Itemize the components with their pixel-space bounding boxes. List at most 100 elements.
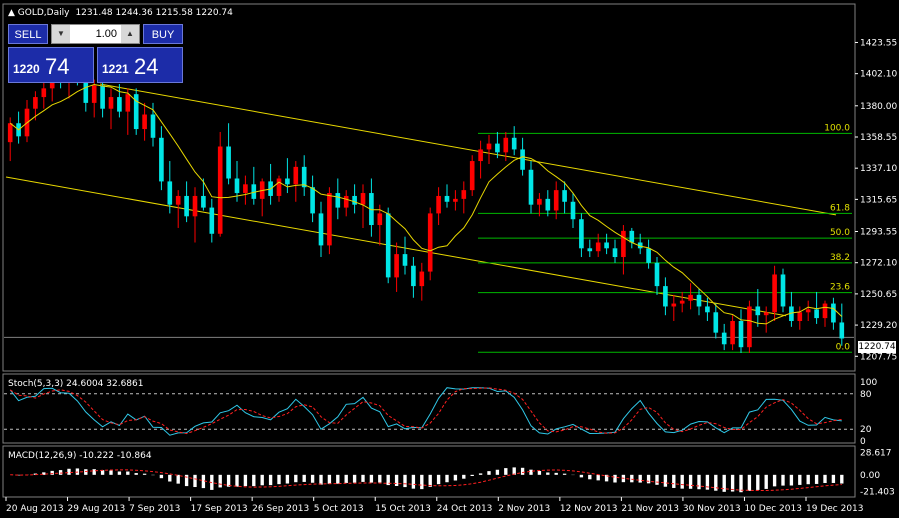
date-tick-label: 10 Dec 2013 xyxy=(744,504,802,514)
candle-body xyxy=(293,166,299,185)
candle-body xyxy=(495,143,500,153)
candle-body xyxy=(831,303,836,323)
candle-body xyxy=(486,143,492,150)
candle-body xyxy=(797,312,803,322)
price-tick-label: 1402.10 xyxy=(860,70,897,80)
macd-axis-label: 28.617 xyxy=(860,449,892,459)
buy-button[interactable]: BUY xyxy=(143,24,183,44)
candle-body xyxy=(595,242,601,252)
lot-size-input[interactable]: 1.00 xyxy=(95,28,117,40)
stoch-axis-label: 0 xyxy=(860,437,866,447)
price-tick-label: 1358.55 xyxy=(860,133,897,143)
candle-body xyxy=(444,195,450,202)
candle-body xyxy=(91,85,97,103)
date-tick-label: 26 Sep 2013 xyxy=(252,504,309,514)
candle-body xyxy=(839,322,845,339)
price-tick-label: 1423.55 xyxy=(860,38,897,48)
moving-average xyxy=(9,83,843,325)
fib-level-label: 100.0 xyxy=(824,123,850,133)
candle-body xyxy=(738,321,744,348)
candle-body xyxy=(604,242,609,249)
stoch-axis-label: 100 xyxy=(860,378,877,388)
ohlc-label: 1231.48 1244.36 1215.58 1220.74 xyxy=(75,8,233,18)
candle-body xyxy=(184,195,189,217)
date-tick-label: 2 Nov 2013 xyxy=(498,504,550,514)
candlestick-series xyxy=(7,47,845,354)
one-click-trading-panel: SELL ▼ 1.00 ▲ BUY 1220 74 1221 24 xyxy=(7,22,185,84)
candle-body xyxy=(562,190,567,202)
stoch-signal-line xyxy=(9,387,842,435)
macd-signal-line xyxy=(10,469,842,491)
candle-body xyxy=(755,306,761,316)
candle-body xyxy=(545,198,551,211)
candle-body xyxy=(150,114,156,138)
candle-body xyxy=(159,137,164,182)
candle-body xyxy=(780,274,786,307)
fib-level-label: 61.8 xyxy=(830,203,850,213)
candle-body xyxy=(511,137,517,150)
candle-body xyxy=(175,195,181,205)
date-tick-label: 29 Aug 2013 xyxy=(68,504,126,514)
candle-body xyxy=(579,219,584,249)
date-axis: 20 Aug 2013 29 Aug 2013 7 Sep 2013 17 Sep 2… xyxy=(5,497,864,514)
fib-level-label: 50.0 xyxy=(830,228,850,238)
main-panel-frame xyxy=(2,3,856,372)
candle-body xyxy=(7,123,13,143)
price-tick-label: 1293.55 xyxy=(860,228,897,238)
candle-body xyxy=(142,114,147,130)
candle-body xyxy=(377,213,383,226)
fib-level-label: 0.0 xyxy=(836,342,851,352)
candle-body xyxy=(83,79,89,103)
stoch-axis-label: 80 xyxy=(860,390,872,400)
candle-body xyxy=(453,198,458,202)
candle-body xyxy=(327,193,332,246)
macd-axis-label: -21.403 xyxy=(860,487,895,497)
date-tick-label: 30 Nov 2013 xyxy=(683,504,741,514)
title-triangle-icon: ▲ xyxy=(8,8,18,18)
candle-body xyxy=(427,213,433,272)
stoch-axis-label: 20 xyxy=(860,425,872,435)
buy-price-big: 1221 xyxy=(102,62,129,76)
candle-body xyxy=(201,195,206,208)
stoch-label: Stoch(5,3,3) 24.6004 32.6861 xyxy=(8,379,143,389)
candle-body xyxy=(679,300,685,304)
sell-button[interactable]: SELL xyxy=(8,24,48,44)
candle-body xyxy=(125,94,131,112)
date-tick-label: 19 Dec 2013 xyxy=(806,504,864,514)
candle-body xyxy=(276,178,282,196)
candle-body xyxy=(671,303,677,307)
candle-body xyxy=(503,137,509,153)
candle-body xyxy=(108,97,114,109)
date-tick-label: 15 Oct 2013 xyxy=(375,504,431,514)
candle-body xyxy=(100,85,105,109)
candle-body xyxy=(33,97,38,109)
candle-body xyxy=(478,149,483,162)
candle-body xyxy=(587,248,593,252)
candle-body xyxy=(352,195,357,205)
candle-body xyxy=(789,306,794,322)
macd-axis-label: 0.00 xyxy=(860,471,880,481)
lot-size-field[interactable]: ▼ 1.00 ▲ xyxy=(51,24,140,44)
candle-body xyxy=(411,265,416,287)
date-tick-label: 17 Sep 2013 xyxy=(191,504,248,514)
price-axis: 1423.55 1402.10 1380.00 1358.55 1337.10 1315.… xyxy=(855,38,897,362)
candle-body xyxy=(528,169,534,205)
chart-title: ▲ GOLD,Daily 1231.48 1244.36 1215.58 1220… xyxy=(8,8,233,18)
stoch-panel-frame xyxy=(2,373,856,444)
lot-increase-icon[interactable]: ▲ xyxy=(121,25,139,43)
candle-body xyxy=(730,321,735,345)
sell-price-big: 1220 xyxy=(13,62,40,76)
sell-price-box[interactable]: 1220 74 xyxy=(8,47,94,83)
candle-body xyxy=(343,195,349,208)
current-price-tag: 1220.74 xyxy=(858,341,896,353)
sell-price-pips: 74 xyxy=(45,54,70,79)
candle-body xyxy=(646,248,651,263)
lot-decrease-icon[interactable]: ▼ xyxy=(52,25,70,43)
buy-price-box[interactable]: 1221 24 xyxy=(97,47,183,83)
candle-body xyxy=(772,274,777,313)
candle-body xyxy=(805,309,811,313)
channel-lower-line xyxy=(5,176,787,317)
channel-upper-line xyxy=(99,83,837,216)
price-tick-label: 1337.10 xyxy=(860,164,897,174)
candle-body xyxy=(570,201,576,220)
